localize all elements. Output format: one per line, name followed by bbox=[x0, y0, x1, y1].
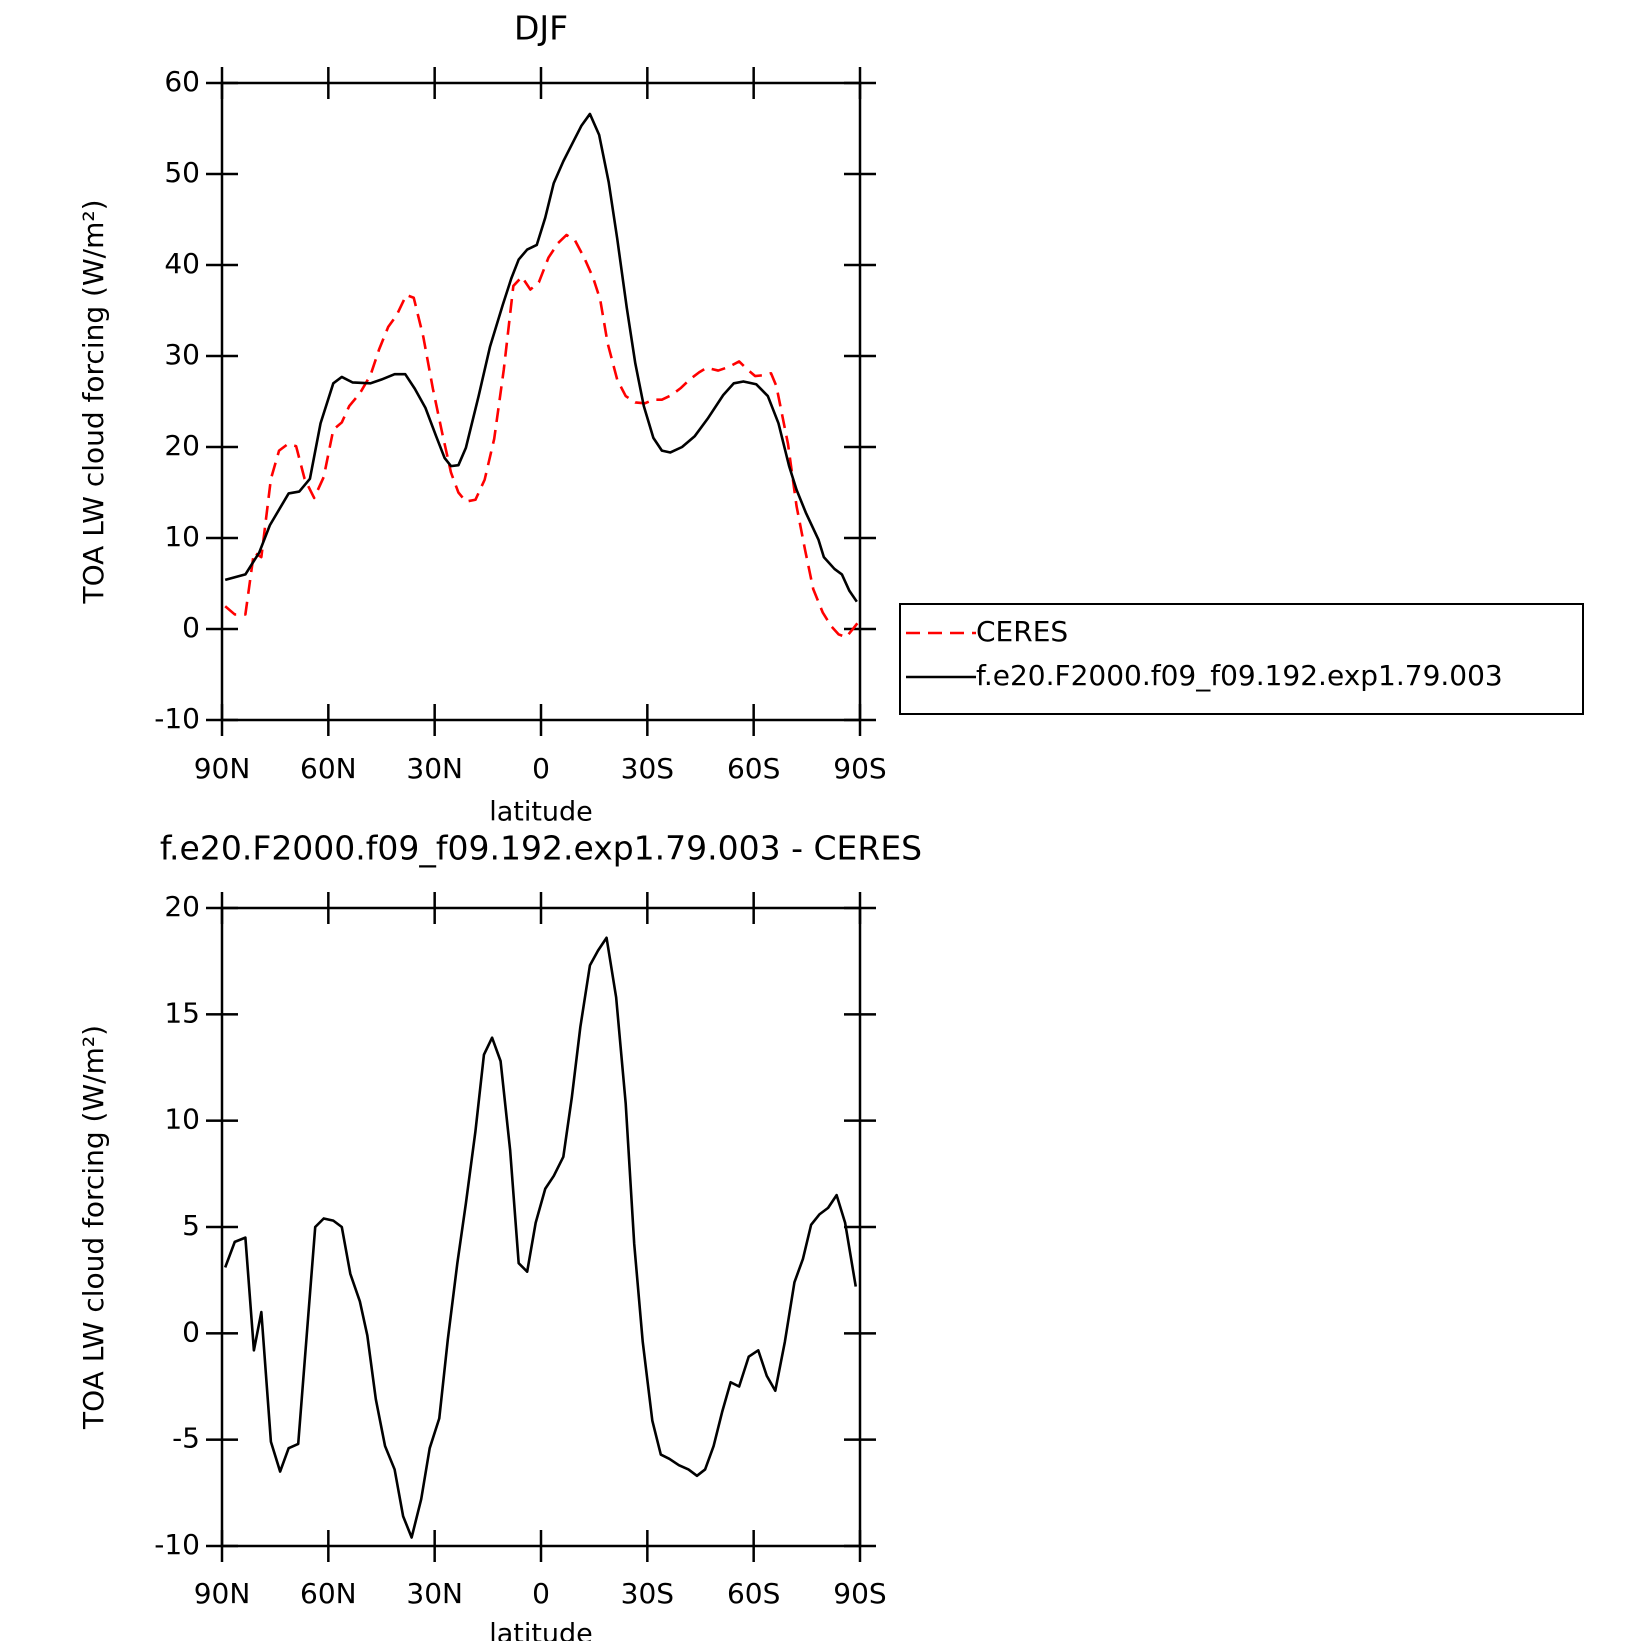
x-tick-label: 60N bbox=[300, 1577, 357, 1610]
y-tick-label: -5 bbox=[172, 1422, 200, 1455]
y-tick-label: -10 bbox=[154, 702, 200, 735]
y-axis-label: TOA LW cloud forcing (W/m²) bbox=[77, 200, 110, 605]
y-tick-label: 20 bbox=[164, 890, 200, 923]
y-tick-label: 40 bbox=[164, 247, 200, 280]
y-tick-label: 30 bbox=[164, 338, 200, 371]
y-tick-label: 5 bbox=[182, 1209, 200, 1242]
x-tick-label: 90N bbox=[194, 752, 251, 785]
x-tick-label: 30S bbox=[621, 1577, 674, 1610]
y-tick-label: 15 bbox=[164, 996, 200, 1029]
x-tick-label: 30N bbox=[406, 1577, 463, 1610]
x-tick-label: 90S bbox=[833, 1577, 886, 1610]
x-tick-label: 60S bbox=[727, 752, 780, 785]
data-line bbox=[224, 233, 859, 639]
plot-frame bbox=[220, 81, 862, 722]
x-tick-label: 30N bbox=[406, 752, 463, 785]
chart-title: f.e20.F2000.f09_f09.192.exp1.79.003 - CE… bbox=[160, 829, 922, 868]
x-tick-label: 0 bbox=[532, 752, 550, 785]
y-tick-label: 50 bbox=[164, 156, 200, 189]
y-axis-label: TOA LW cloud forcing (W/m²) bbox=[77, 1025, 110, 1430]
x-tick-label: 30S bbox=[621, 752, 674, 785]
data-line bbox=[223, 936, 858, 1539]
x-tick-label: 60S bbox=[727, 1577, 780, 1610]
x-tick-label: 60N bbox=[300, 752, 357, 785]
legend-label: f.e20.F2000.f09_f09.192.exp1.79.003 bbox=[976, 659, 1503, 692]
y-tick-label: -10 bbox=[154, 1528, 200, 1561]
plot-frame bbox=[220, 906, 862, 1548]
y-tick-label: 0 bbox=[182, 1315, 200, 1348]
x-tick-label: 0 bbox=[532, 1577, 550, 1610]
legend-label: CERES bbox=[976, 615, 1068, 648]
y-tick-label: 60 bbox=[164, 65, 200, 98]
chart-title: DJF bbox=[514, 9, 568, 48]
y-tick-label: 20 bbox=[164, 429, 200, 462]
x-axis-label: latitude bbox=[489, 1619, 593, 1641]
y-tick-label: 0 bbox=[182, 611, 200, 644]
y-tick-label: 10 bbox=[164, 1103, 200, 1136]
x-tick-label: 90N bbox=[194, 1577, 251, 1610]
y-tick-label: 10 bbox=[164, 520, 200, 553]
x-axis-label: latitude bbox=[489, 797, 593, 828]
legend-box bbox=[899, 603, 1584, 715]
data-line bbox=[224, 112, 858, 603]
x-tick-label: 90S bbox=[833, 752, 886, 785]
